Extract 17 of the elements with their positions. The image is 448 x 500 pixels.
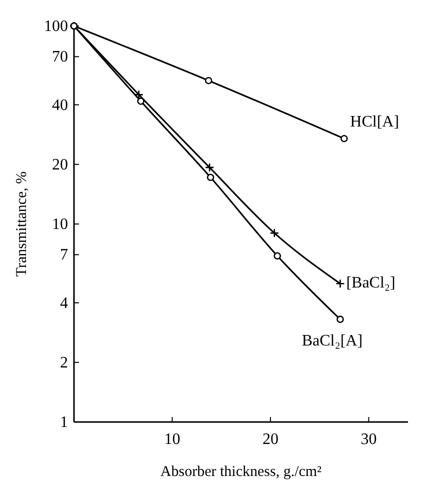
y-tick-label: 100 bbox=[44, 18, 68, 35]
x-axis-title: Absorber thickness, g./cm² bbox=[160, 464, 322, 480]
y-tick-label: 10 bbox=[52, 216, 68, 233]
y-axis-title: Transmittance, % bbox=[14, 171, 30, 277]
series-label: BaCl₂[A] bbox=[302, 332, 363, 350]
y-tick-label: 40 bbox=[52, 96, 68, 114]
y-tick-label: 1 bbox=[60, 414, 68, 431]
y-tick-label: 70 bbox=[52, 48, 68, 66]
y-tick-label: 4 bbox=[60, 294, 68, 312]
series-label: HCl[A] bbox=[350, 114, 400, 131]
x-tick-label: 10 bbox=[164, 431, 180, 448]
x-tick-label: 30 bbox=[360, 431, 377, 448]
y-tick-label: 7 bbox=[60, 246, 68, 264]
x-tick-label: 20 bbox=[262, 431, 278, 448]
series-label: [BaCl₂] bbox=[346, 274, 396, 292]
y-tick-label: 2 bbox=[60, 354, 68, 372]
y-tick-label: 20 bbox=[52, 156, 68, 174]
